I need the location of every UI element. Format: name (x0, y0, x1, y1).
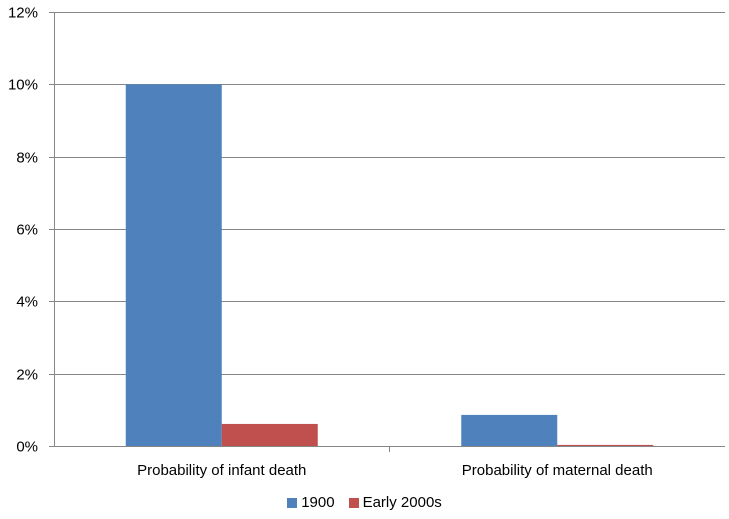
y-tick-label: 6% (16, 222, 38, 239)
y-tick-label: 2% (16, 367, 38, 384)
x-tick-label: Probability of maternal death (462, 462, 653, 479)
x-tick-label: Probability of infant death (137, 462, 306, 479)
legend-label: 1900 (301, 494, 335, 511)
legend-item: Early 2000s (348, 494, 442, 511)
legend-swatch (348, 497, 359, 508)
y-tick-label: 0% (16, 439, 38, 456)
bar-1900 (461, 414, 558, 446)
y-tick-label: 12% (8, 5, 38, 22)
y-tick-label: 8% (16, 150, 38, 167)
legend-label: Early 2000s (362, 494, 442, 511)
bar-1900 (125, 84, 222, 446)
bar-early-2000s (557, 444, 654, 446)
y-tick-label: 4% (16, 294, 38, 311)
legend-item: 1900 (287, 494, 335, 511)
legend: 1900 Early 2000s (0, 494, 729, 511)
y-tick-label: 10% (8, 77, 38, 94)
bar-early-2000s (221, 423, 318, 446)
legend-swatch (287, 497, 298, 508)
